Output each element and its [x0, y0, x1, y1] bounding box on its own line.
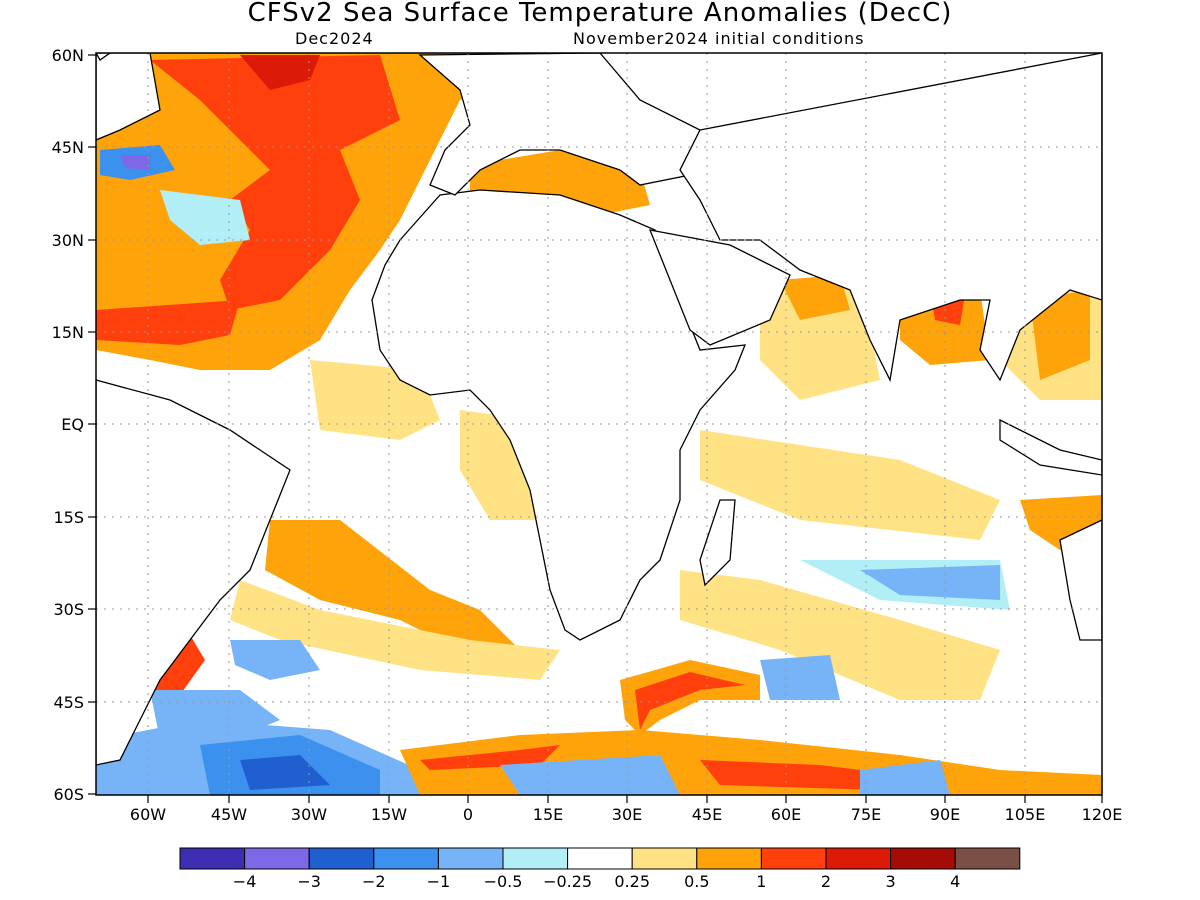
- lon-label: 90E: [930, 805, 960, 824]
- south-atlantic-warm: [265, 520, 520, 655]
- lat-label: 15N: [52, 323, 84, 342]
- south-indian-cooler: [860, 565, 1000, 600]
- greenland-land: [96, 53, 112, 61]
- indonesia-land: [999, 418, 1102, 476]
- colorbar-label: 3: [885, 872, 896, 891]
- europe-land: [418, 53, 721, 196]
- colorbar-label: 1: [756, 872, 767, 891]
- equatorial-indian-mild: [700, 430, 1000, 540]
- gulf-stream-cold-core: [120, 155, 150, 170]
- lat-label: 60S: [53, 785, 84, 804]
- colorbar-swatch: [890, 847, 956, 870]
- colorbar-swatch: [760, 847, 827, 870]
- north-america-land: [96, 53, 161, 141]
- colorbar-swatch: [502, 847, 569, 870]
- lon-label: 15W: [371, 805, 407, 824]
- anomaly-field: [96, 53, 1102, 795]
- colorbar-label: −0.25: [543, 872, 593, 891]
- colorbar-label: 0.5: [684, 872, 710, 891]
- lon-label: 105E: [1005, 805, 1046, 824]
- lon-label: 45W: [211, 805, 247, 824]
- subtropical-atlantic-hot: [96, 300, 240, 345]
- colorbar-swatch: [437, 847, 504, 870]
- circumpolar-hot-east: [700, 760, 900, 790]
- lon-label: 30W: [291, 805, 327, 824]
- lat-label: 30N: [52, 231, 84, 250]
- colorbar-label: 4: [950, 872, 961, 891]
- lon-label: 0: [463, 805, 473, 824]
- land-masses: [96, 53, 1102, 766]
- colorbar-swatch: [825, 847, 892, 870]
- colorbar-label: −3: [297, 872, 321, 891]
- colorbar-swatch: [696, 847, 762, 870]
- australia-land: [1059, 519, 1102, 641]
- colorbar-swatch: [179, 847, 246, 870]
- colorbar-label: −0.5: [483, 872, 523, 891]
- valid-month-label: Dec2024: [295, 29, 374, 48]
- south-indian-cool-2: [760, 655, 840, 700]
- south-america-land: [96, 379, 291, 766]
- colorbar-swatch: [244, 847, 310, 870]
- lon-label: 120E: [1082, 805, 1123, 824]
- southern-ocean-coldest: [240, 755, 330, 790]
- north-atlantic-hot-region: [150, 55, 400, 310]
- southern-ocean-cool-far-east: [860, 760, 950, 795]
- south-atlantic-cool-2: [230, 640, 320, 680]
- lon-label: 60E: [771, 805, 801, 824]
- colorbar-swatch: [631, 847, 698, 870]
- lat-label: 15S: [53, 508, 84, 527]
- agulhas-warm: [620, 660, 760, 735]
- colorbar: [179, 847, 1021, 870]
- lat-label: EQ: [61, 415, 84, 434]
- lon-label: 45E: [692, 805, 722, 824]
- latitude-labels: 60N 45N 30N 15N EQ 15S 30S 45S 60S: [52, 46, 84, 804]
- colorbar-label: 2: [820, 872, 832, 891]
- lon-label: 75E: [851, 805, 881, 824]
- south-china-sea-warmer: [1030, 290, 1090, 380]
- argentine-warm: [150, 635, 205, 695]
- southern-ocean-cool-east: [500, 755, 680, 795]
- north-atlantic-peak: [240, 55, 320, 90]
- colorbar-swatch: [954, 847, 1021, 870]
- north-atlantic-cool-patch: [160, 190, 250, 245]
- south-atlantic-mild-warm: [230, 580, 560, 680]
- arabian-sea-warmer: [780, 275, 850, 320]
- colorbar-label: −1: [426, 872, 451, 891]
- lat-label: 45S: [53, 693, 84, 712]
- lon-label: 60W: [130, 805, 166, 824]
- south-indian-mild-warm: [680, 570, 1000, 700]
- arabia-land: [648, 229, 791, 346]
- initial-conditions-label: November2024 initial conditions: [573, 29, 865, 48]
- africa-land: [371, 189, 747, 641]
- map-title: CFSv2 Sea Surface Temperature Anomalies …: [247, 0, 953, 28]
- tick-marks: [88, 54, 1103, 803]
- colorbar-swatch: [373, 847, 439, 870]
- colorbar-label: −4: [232, 872, 257, 891]
- colorbar-label: −2: [362, 872, 386, 891]
- longitude-labels: 60W 45W 30W 15W 0 15E 30E 45E 60E 75E 90…: [130, 805, 1122, 824]
- colorbar-swatch: [308, 847, 375, 870]
- lat-label: 45N: [52, 138, 84, 157]
- madagascar-land: [699, 499, 736, 587]
- lat-label: 30S: [53, 600, 84, 619]
- lon-label: 30E: [612, 805, 642, 824]
- lon-label: 15E: [533, 805, 563, 824]
- lat-label: 60N: [52, 46, 84, 65]
- colorbar-swatch: [567, 847, 633, 870]
- agulhas-hot: [635, 672, 745, 730]
- colorbar-label: 0.25: [614, 872, 650, 891]
